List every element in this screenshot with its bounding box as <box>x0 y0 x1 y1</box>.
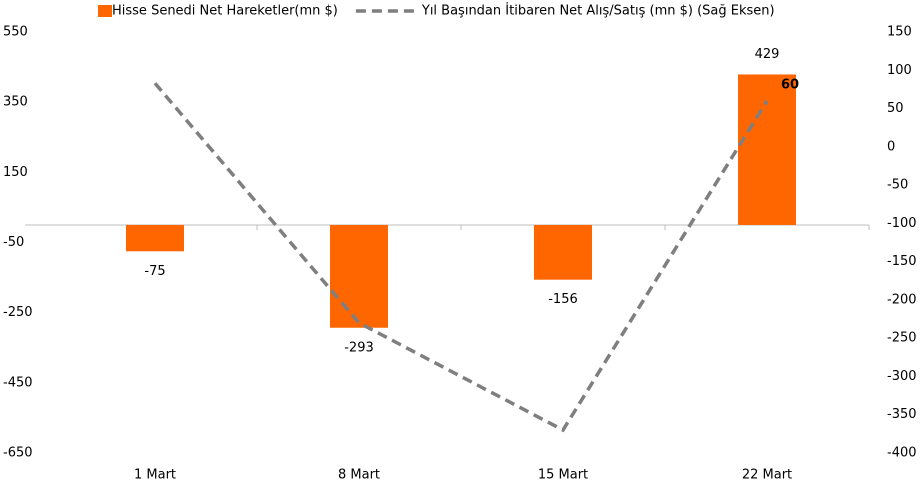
y2-tick-label: 100 <box>887 63 912 78</box>
bar-value-label: -75 <box>144 264 165 279</box>
y2-tick-label: -350 <box>887 407 917 422</box>
bar-value-label: 429 <box>755 47 780 62</box>
y2-tick-label: -150 <box>887 254 917 269</box>
legend-label: Hisse Senedi Net Hareketler(mn $) <box>112 4 338 19</box>
legend-label: Yıl Başından İtibaren Net Alış/Satış (mn… <box>421 3 775 19</box>
y2-tick-label: -200 <box>887 292 917 307</box>
line-series <box>153 82 769 433</box>
y2-tick-label: -300 <box>887 369 917 384</box>
y2-tick-label: 50 <box>887 101 904 116</box>
y-tick-label: 350 <box>3 95 28 110</box>
legend-swatch <box>98 5 112 17</box>
bar <box>330 224 388 328</box>
x-tick-label: 8 Mart <box>338 468 380 483</box>
y2-tick-label: 150 <box>887 25 912 40</box>
y-tick-label: -450 <box>3 375 33 390</box>
bar <box>738 74 796 225</box>
bar <box>534 224 592 280</box>
y2-tick-label: -250 <box>887 331 917 346</box>
y-tick-label: -650 <box>3 446 33 461</box>
y2-tick-label: -100 <box>887 216 917 231</box>
line-value-label: 60 <box>781 77 799 92</box>
y-tick-label: 150 <box>3 165 28 180</box>
y-tick-label: 550 <box>3 25 28 40</box>
y2-tick-label: -50 <box>887 178 908 193</box>
bar-value-label: -156 <box>548 292 578 307</box>
y2-tick-label: 0 <box>887 139 895 154</box>
x-tick-label: 22 Mart <box>742 468 792 483</box>
y-tick-label: -250 <box>3 305 33 320</box>
bar <box>126 224 184 252</box>
x-tick-label: 1 Mart <box>134 468 176 483</box>
y2-tick-label: -400 <box>887 446 917 461</box>
y-tick-label: -50 <box>3 235 24 250</box>
bar-value-label: -293 <box>344 340 374 355</box>
x-tick-label: 15 Mart <box>538 468 588 483</box>
